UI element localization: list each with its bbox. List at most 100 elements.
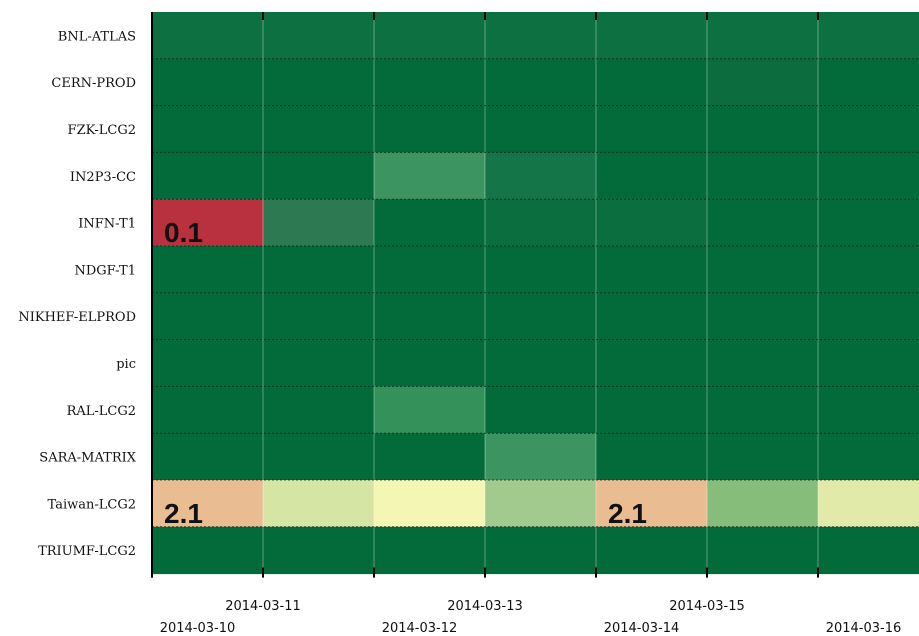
row-label: NIKHEF-ELPROD <box>18 310 136 325</box>
heatmap-cell <box>596 339 708 387</box>
annotation-label: 2.1 <box>608 498 647 529</box>
heatmap-cell <box>152 58 264 107</box>
annotation-label: 0.1 <box>164 217 203 248</box>
heatmap-cell <box>374 12 486 60</box>
heatmap-cell <box>374 105 486 153</box>
heatmap-cell <box>152 199 264 247</box>
heatmap-cell <box>263 386 375 434</box>
heatmap-cell <box>152 526 264 575</box>
x-tick-label: 2014-03-11 <box>225 599 301 614</box>
heatmap-cell <box>818 58 919 107</box>
heatmap-cell <box>374 199 486 247</box>
heatmap-cell <box>707 58 819 107</box>
heatmap-cell <box>818 433 919 481</box>
heatmap-cell <box>152 292 264 341</box>
heatmap-cell <box>263 292 375 341</box>
heatmap-cell <box>596 433 708 481</box>
axis-ticks <box>151 12 819 578</box>
heatmap-cell <box>707 105 819 153</box>
heatmap-cell <box>818 152 919 200</box>
heatmap-cell <box>263 199 375 247</box>
heatmap-cell <box>707 199 819 247</box>
heatmap-cell <box>485 526 597 575</box>
heatmap-cell <box>263 246 375 294</box>
heatmap-cell <box>596 105 708 153</box>
heatmap-cell <box>263 58 375 107</box>
heatmap-cell <box>596 152 708 200</box>
heatmap-cell <box>485 292 597 341</box>
heatmap-cell <box>263 152 375 200</box>
row-label: NDGF-T1 <box>75 263 137 278</box>
heatmap-cell <box>485 246 597 294</box>
row-label: SARA-MATRIX <box>39 451 136 466</box>
row-label: pic <box>116 357 136 372</box>
heatmap-cell <box>818 12 919 60</box>
heatmap-cell <box>485 386 597 434</box>
heatmap-cell <box>818 339 919 387</box>
x-tick-label: 2014-03-10 <box>160 621 236 636</box>
heatmap-cell <box>152 152 264 200</box>
heatmap-cell <box>485 105 597 153</box>
heatmap-cell <box>707 526 819 575</box>
x-tick-label: 2014-03-12 <box>382 621 458 636</box>
heatmap-cell <box>596 199 708 247</box>
heatmap-cell <box>485 480 597 528</box>
heatmap-cell <box>374 292 486 341</box>
x-tick-label: 2014-03-14 <box>604 621 680 636</box>
heatmap-cell <box>596 386 708 434</box>
heatmap-cell <box>152 433 264 481</box>
heatmap-cell <box>818 386 919 434</box>
row-label: INFN-T1 <box>78 217 136 232</box>
heatmap-cell <box>374 246 486 294</box>
x-tick-label: 2014-03-15 <box>669 599 745 614</box>
heatmap-cell <box>818 480 919 528</box>
heatmap-cell <box>485 433 597 481</box>
heatmap-cell <box>596 292 708 341</box>
x-axis-labels: 2014-03-10 2014-03-11 2014-03-12 2014-03-13… <box>160 599 902 636</box>
heatmap-cell <box>263 526 375 575</box>
heatmap-cell <box>818 526 919 575</box>
x-tick-label: 2014-03-16 <box>826 621 902 636</box>
heatmap-cell <box>596 12 708 60</box>
heatmap-cell <box>152 480 264 528</box>
gridlines <box>152 12 919 574</box>
row-label: TRIUMF-LCG2 <box>38 544 136 559</box>
row-label: Taiwan-LCG2 <box>48 497 136 512</box>
annotations: 0.1 2.1 2.1 <box>164 217 647 529</box>
annotation-label: 2.1 <box>164 498 203 529</box>
heatmap-cell <box>374 58 486 107</box>
heatmap-cell <box>818 199 919 247</box>
heatmap-cell <box>263 105 375 153</box>
heatmap-cell <box>707 152 819 200</box>
heatmap-cell <box>485 12 597 60</box>
heatmap-cell <box>263 339 375 387</box>
heatmap-cell <box>818 105 919 153</box>
heatmap-cell <box>152 246 264 294</box>
y-axis-labels: BNL-ATLAS CERN-PROD FZK-LCG2 IN2P3-CC INFN-T… <box>18 29 136 559</box>
heatmap-cell <box>374 526 486 575</box>
row-label: BNL-ATLAS <box>58 29 136 44</box>
heatmap-cell <box>596 480 708 528</box>
row-label: RAL-LCG2 <box>67 404 136 419</box>
heatmap-cell <box>707 433 819 481</box>
x-tick-label: 2014-03-13 <box>447 599 523 614</box>
row-label: FZK-LCG2 <box>68 123 136 138</box>
heatmap-cell <box>263 12 375 60</box>
heatmap-cell <box>596 526 708 575</box>
heatmap-cell <box>818 246 919 294</box>
heatmap-cell <box>263 433 375 481</box>
heatmap-cell <box>374 433 486 481</box>
row-label: IN2P3-CC <box>70 170 136 185</box>
heatmap-cell <box>152 339 264 387</box>
heatmap-cell <box>263 480 375 528</box>
row-label: CERN-PROD <box>51 76 136 91</box>
heatmap-cell <box>485 339 597 387</box>
heatmap-cell <box>374 480 486 528</box>
heatmap-cell <box>152 386 264 434</box>
heatmap-cell <box>485 199 597 247</box>
heatmap-cell <box>707 386 819 434</box>
heatmap-cell <box>818 292 919 341</box>
heatmap-cell <box>374 152 486 200</box>
heatmap-cells <box>152 12 919 575</box>
